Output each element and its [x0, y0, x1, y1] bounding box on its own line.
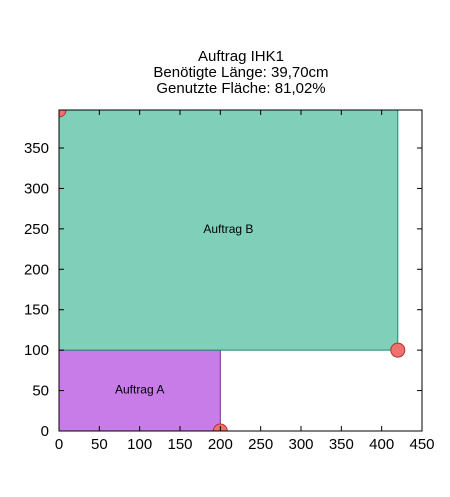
x-tick-label: 300 — [288, 436, 313, 453]
rect-label: Auftrag A — [115, 383, 164, 397]
x-tick-label: 350 — [329, 436, 354, 453]
x-axis-tick-labels: 0 50 100 150 200 250 300 350 400 450 — [55, 436, 435, 453]
axis-ticks — [58, 110, 423, 432]
x-tick-label: 450 — [409, 436, 434, 453]
y-tick-label: 300 — [24, 180, 49, 197]
y-tick-label: 200 — [24, 261, 49, 278]
rect-label: Auftrag B — [203, 222, 253, 236]
y-tick-label: 50 — [32, 383, 49, 400]
title-line-2: Benötigte Länge: 39,70cm — [153, 64, 328, 81]
corner-point — [390, 342, 406, 358]
x-tick-label: 400 — [369, 436, 394, 453]
x-tick-label: 200 — [208, 436, 233, 453]
y-axis-tick-labels: 0 50 100 150 200 250 300 350 — [24, 140, 49, 440]
rect-auftrag-b — [58, 109, 399, 351]
y-tick-label: 100 — [24, 342, 49, 359]
rectangles-layer: Auftrag A Auftrag B — [58, 109, 399, 432]
chart-title: Auftrag IHK1 Benötigte Länge: 39,70cm Ge… — [153, 48, 328, 97]
x-tick-label: 100 — [127, 436, 152, 453]
y-tick-label: 250 — [24, 221, 49, 238]
title-line-1: Auftrag IHK1 — [198, 48, 284, 65]
rect-auftrag-a — [58, 349, 221, 432]
y-tick-label: 350 — [24, 140, 49, 157]
x-tick-label: 50 — [91, 436, 108, 453]
corner-point — [59, 110, 67, 118]
y-tick-label: 150 — [24, 302, 49, 319]
plot-area-frame — [58, 109, 423, 432]
title-line-3: Genutzte Fläche: 81,02% — [156, 80, 325, 97]
x-tick-label: 250 — [248, 436, 273, 453]
x-tick-label: 0 — [55, 436, 63, 453]
x-tick-label: 150 — [167, 436, 192, 453]
y-tick-label: 0 — [41, 423, 49, 440]
